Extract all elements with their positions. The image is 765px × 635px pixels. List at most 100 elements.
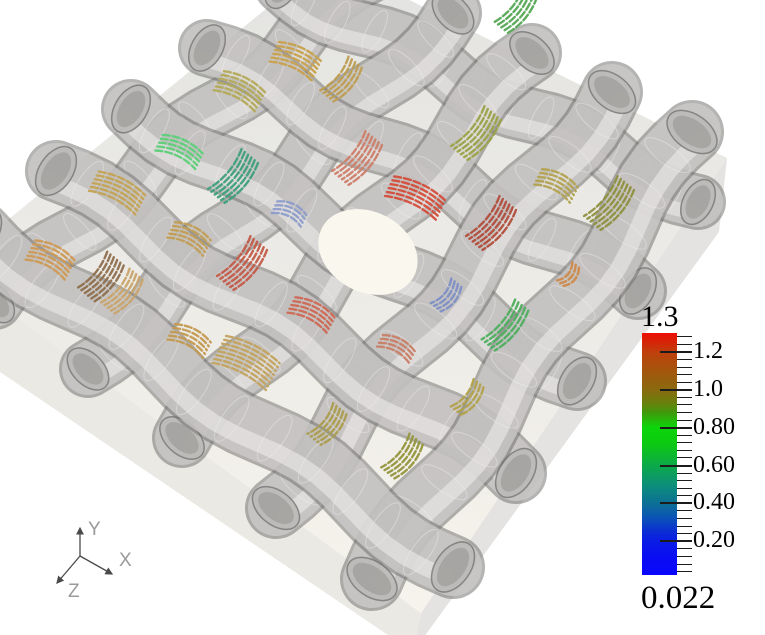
tube-end-opening (562, 362, 592, 400)
streamline (449, 377, 475, 408)
tube-ring (67, 281, 104, 328)
tube-highlight (41, 173, 518, 491)
streamline (387, 186, 441, 213)
tube-highlight (0, 258, 455, 585)
streamline-bundle (212, 70, 268, 114)
streamline (272, 52, 319, 76)
tube-ring (108, 303, 145, 350)
streamline (275, 44, 322, 68)
streamline (270, 56, 317, 80)
tube-end-opening (165, 422, 199, 454)
streamline (586, 177, 622, 220)
tube-end-opening (437, 0, 469, 29)
streamline (466, 118, 503, 162)
streamline (386, 437, 418, 475)
streamline-bundle (215, 234, 269, 292)
tube-end-opening (436, 547, 470, 587)
streamline (319, 55, 350, 92)
streamline (292, 299, 334, 323)
tube-ring (254, 281, 288, 328)
streamline (211, 361, 268, 392)
streamline (392, 175, 447, 202)
streamline (483, 301, 520, 344)
tube-ring (421, 464, 468, 501)
streamline (490, 306, 527, 349)
streamline (389, 440, 421, 477)
tube-ring (107, 185, 141, 231)
streamline (95, 174, 145, 201)
streamline (30, 246, 72, 270)
streamline (288, 307, 330, 331)
streamline (109, 275, 141, 312)
streamline (540, 168, 579, 189)
streamline (100, 267, 131, 304)
streamline (215, 353, 272, 384)
streamline (34, 239, 76, 262)
streamline (168, 334, 207, 356)
tube-ring (483, 193, 527, 231)
tube-end-cap (263, 0, 301, 10)
streamline-bundle (330, 129, 384, 187)
tube-end-opening (116, 90, 146, 128)
streamline (380, 432, 411, 469)
tube-ring (63, 213, 97, 251)
tube-ring (388, 48, 425, 87)
streamline (169, 330, 209, 352)
streamline-bundle (270, 200, 308, 228)
streamline (432, 280, 456, 308)
axis-label-x: X (119, 550, 132, 571)
streamline (599, 188, 636, 232)
streamline (225, 243, 262, 286)
streamline (589, 180, 626, 223)
streamline (328, 63, 360, 100)
tube-ring (318, 106, 347, 150)
streamline (385, 190, 439, 217)
streamline (169, 228, 209, 250)
streamline (113, 278, 144, 315)
tube-ring (618, 172, 666, 209)
streamline (268, 60, 315, 84)
streamline (332, 66, 363, 103)
streamline (212, 89, 258, 114)
streamline-bundle (286, 296, 336, 334)
streamline (468, 197, 504, 240)
streamline (161, 133, 204, 155)
streamline (213, 357, 270, 388)
streamline (93, 178, 143, 205)
tube-end-opening (500, 454, 532, 492)
streamline-bundle (375, 333, 417, 365)
tube-end-opening (594, 75, 630, 109)
streamline (85, 258, 119, 298)
streamline (309, 404, 338, 438)
streamline-bundle (319, 55, 363, 103)
streamline (562, 266, 581, 288)
tube-ring (380, 330, 424, 367)
tube-ring (486, 53, 527, 91)
streamline (229, 246, 265, 289)
streamline (389, 183, 443, 210)
streamline (24, 258, 66, 281)
streamline (582, 174, 619, 218)
streamline (32, 243, 74, 266)
tube-ring (139, 216, 173, 263)
tube-ring (516, 315, 563, 352)
streamline-bundle (533, 168, 579, 204)
streamline (325, 60, 357, 98)
streamline (206, 147, 243, 191)
streamline (344, 141, 380, 184)
streamline-bundle (75, 250, 125, 304)
tube-end-opening (515, 37, 549, 69)
tube-ring (324, 0, 351, 44)
streamline (464, 194, 501, 238)
streamline (316, 410, 345, 444)
streamline (91, 264, 125, 304)
tube-ring (472, 392, 519, 429)
streamline (173, 221, 212, 242)
streamline (290, 303, 332, 327)
tube-ring (575, 102, 619, 140)
streamline (166, 338, 205, 359)
tube-ring (352, 70, 390, 109)
streamline (381, 333, 417, 353)
streamline (436, 282, 460, 310)
